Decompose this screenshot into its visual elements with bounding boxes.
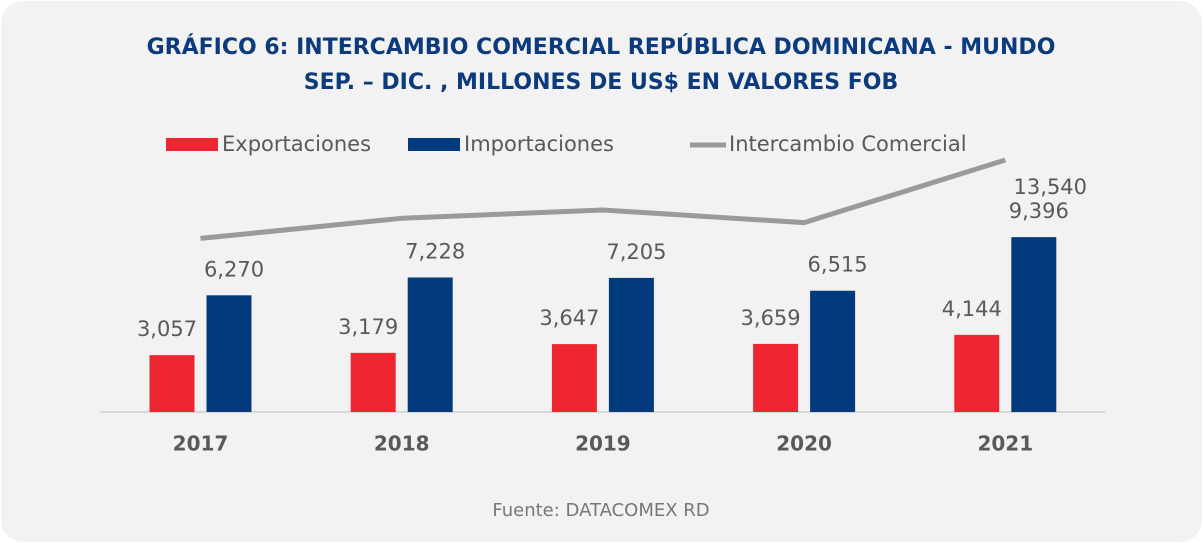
legend-label: Intercambio Comercial bbox=[729, 132, 967, 156]
x-tick-label: 2020 bbox=[776, 432, 832, 456]
bar bbox=[810, 290, 856, 412]
bar bbox=[753, 343, 799, 412]
data-label: 3,647 bbox=[539, 306, 599, 330]
bar bbox=[1011, 237, 1057, 412]
bar bbox=[954, 334, 1000, 412]
source: Fuente: DATACOMEX RD bbox=[492, 500, 709, 521]
chart-title: GRÁFICO 6: INTERCAMBIO COMERCIAL REPÚBLI… bbox=[147, 34, 1056, 60]
bar bbox=[608, 277, 654, 412]
bar bbox=[206, 295, 252, 412]
bar bbox=[149, 355, 195, 412]
x-tick-label: 2019 bbox=[575, 432, 631, 456]
bar bbox=[407, 277, 453, 412]
x-tick-label: 2021 bbox=[977, 432, 1033, 456]
data-label: 4,144 bbox=[942, 297, 1002, 321]
legend-swatch bbox=[166, 138, 218, 151]
x-tick-label: 2018 bbox=[374, 432, 430, 456]
bar bbox=[350, 352, 396, 412]
data-label: 6,515 bbox=[808, 253, 868, 277]
bar bbox=[551, 344, 597, 412]
data-label: 13,540 bbox=[1014, 175, 1087, 199]
chart-subtitle: SEP. – DIC. , MILLONES DE US$ EN VALORES… bbox=[304, 70, 898, 95]
legend-label: Exportaciones bbox=[222, 132, 371, 156]
data-label: 6,270 bbox=[204, 257, 264, 281]
data-label: 7,205 bbox=[606, 240, 666, 264]
data-label: 3,057 bbox=[137, 317, 197, 341]
line bbox=[200, 157, 1007, 241]
data-label: 7,228 bbox=[405, 239, 465, 263]
x-tick-label: 2017 bbox=[173, 432, 229, 456]
data-label: 9,396 bbox=[1009, 199, 1069, 223]
legend-label: Importaciones bbox=[464, 132, 614, 156]
legend-swatch bbox=[408, 138, 460, 151]
data-label: 3,179 bbox=[338, 315, 398, 339]
data-label: 3,659 bbox=[741, 306, 801, 330]
